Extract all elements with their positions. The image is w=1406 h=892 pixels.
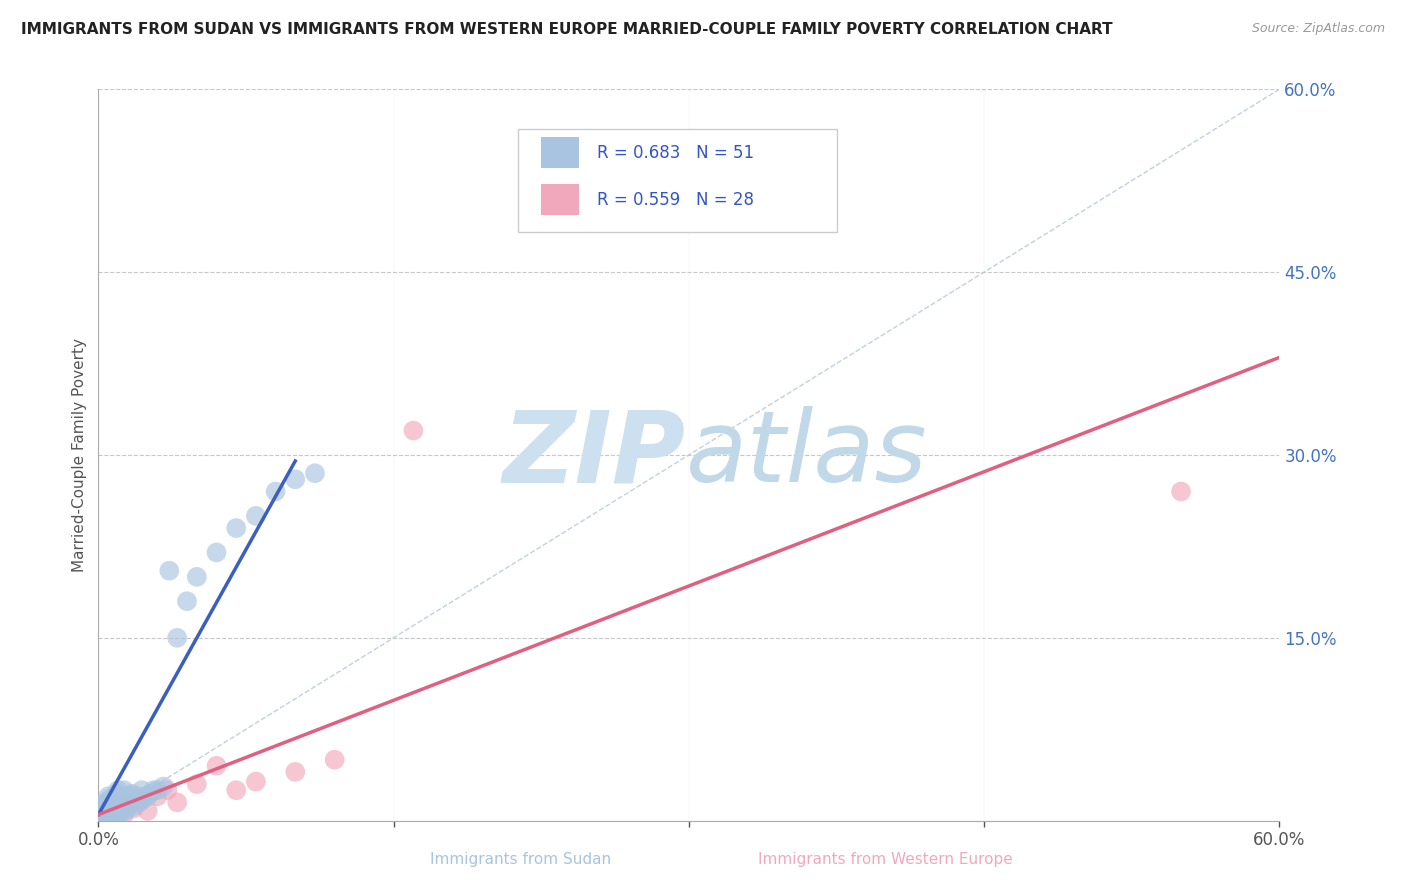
Point — [122, 799, 145, 814]
Point — [136, 804, 159, 818]
Point — [284, 472, 307, 486]
Point — [118, 791, 141, 805]
Point — [111, 796, 134, 810]
Point — [98, 791, 121, 805]
Point — [127, 796, 149, 810]
Point — [101, 796, 124, 810]
Point — [245, 508, 267, 523]
Point — [166, 631, 188, 645]
Point — [108, 806, 131, 821]
Point — [402, 424, 425, 438]
Point — [101, 806, 124, 821]
Text: Immigrants from Sudan: Immigrants from Sudan — [430, 852, 610, 867]
Point — [91, 807, 114, 822]
Text: ZIP: ZIP — [503, 407, 686, 503]
Point — [225, 783, 247, 797]
Point — [112, 807, 135, 822]
Point — [98, 809, 121, 823]
Text: R = 0.683   N = 51: R = 0.683 N = 51 — [596, 144, 754, 161]
Point — [105, 787, 128, 801]
Text: atlas: atlas — [686, 407, 928, 503]
Point — [186, 570, 208, 584]
Point — [122, 801, 145, 815]
Point — [152, 780, 174, 794]
Point — [93, 799, 115, 814]
Point — [112, 783, 135, 797]
Point — [115, 804, 138, 818]
Point — [121, 787, 143, 801]
Text: IMMIGRANTS FROM SUDAN VS IMMIGRANTS FROM WESTERN EUROPE MARRIED-COUPLE FAMILY PO: IMMIGRANTS FROM SUDAN VS IMMIGRANTS FROM… — [21, 22, 1112, 37]
Point — [111, 801, 134, 815]
Point — [205, 545, 228, 559]
Point — [107, 810, 129, 824]
Point — [107, 804, 129, 818]
Point — [142, 783, 165, 797]
Point — [284, 764, 307, 779]
Point — [103, 799, 125, 814]
Point — [323, 753, 346, 767]
Point — [128, 796, 150, 810]
Text: R = 0.559   N = 28: R = 0.559 N = 28 — [596, 191, 754, 209]
Bar — [541, 185, 579, 215]
Point — [112, 796, 135, 810]
Point — [225, 521, 247, 535]
Point — [304, 466, 326, 480]
Point — [205, 758, 228, 772]
FancyBboxPatch shape — [517, 129, 837, 232]
Point — [1170, 484, 1192, 499]
Point — [101, 805, 124, 819]
Point — [103, 791, 125, 805]
Point — [176, 594, 198, 608]
Point — [157, 564, 180, 578]
Point — [118, 796, 141, 810]
Point — [107, 783, 129, 797]
Point — [131, 791, 153, 805]
Bar — [541, 137, 579, 169]
Point — [136, 789, 159, 804]
Text: Immigrants from Western Europe: Immigrants from Western Europe — [758, 852, 1014, 867]
Point — [125, 791, 148, 805]
Point — [98, 801, 121, 815]
Point — [105, 804, 128, 818]
Point — [93, 807, 115, 822]
Point — [156, 783, 179, 797]
Point — [131, 783, 153, 797]
Point — [107, 801, 129, 815]
Point — [108, 789, 131, 804]
Point — [98, 799, 121, 814]
Point — [245, 774, 267, 789]
Point — [97, 806, 120, 821]
Text: Source: ZipAtlas.com: Source: ZipAtlas.com — [1251, 22, 1385, 36]
Point — [117, 799, 139, 814]
Point — [97, 801, 120, 815]
Point — [96, 804, 118, 818]
Point — [117, 799, 139, 814]
Point — [96, 796, 118, 810]
Point — [186, 777, 208, 791]
Y-axis label: Married-Couple Family Poverty: Married-Couple Family Poverty — [72, 338, 87, 572]
Point — [138, 787, 160, 801]
Point — [264, 484, 287, 499]
Point — [117, 789, 139, 804]
Point — [105, 809, 128, 823]
Point — [103, 807, 125, 822]
Point — [146, 783, 169, 797]
Point — [93, 804, 115, 818]
Point — [91, 810, 114, 824]
Point — [146, 789, 169, 804]
Point — [97, 789, 120, 804]
Point — [127, 789, 149, 804]
Point — [166, 796, 188, 810]
Point — [132, 791, 155, 805]
Point — [96, 810, 118, 824]
Point — [97, 811, 120, 825]
